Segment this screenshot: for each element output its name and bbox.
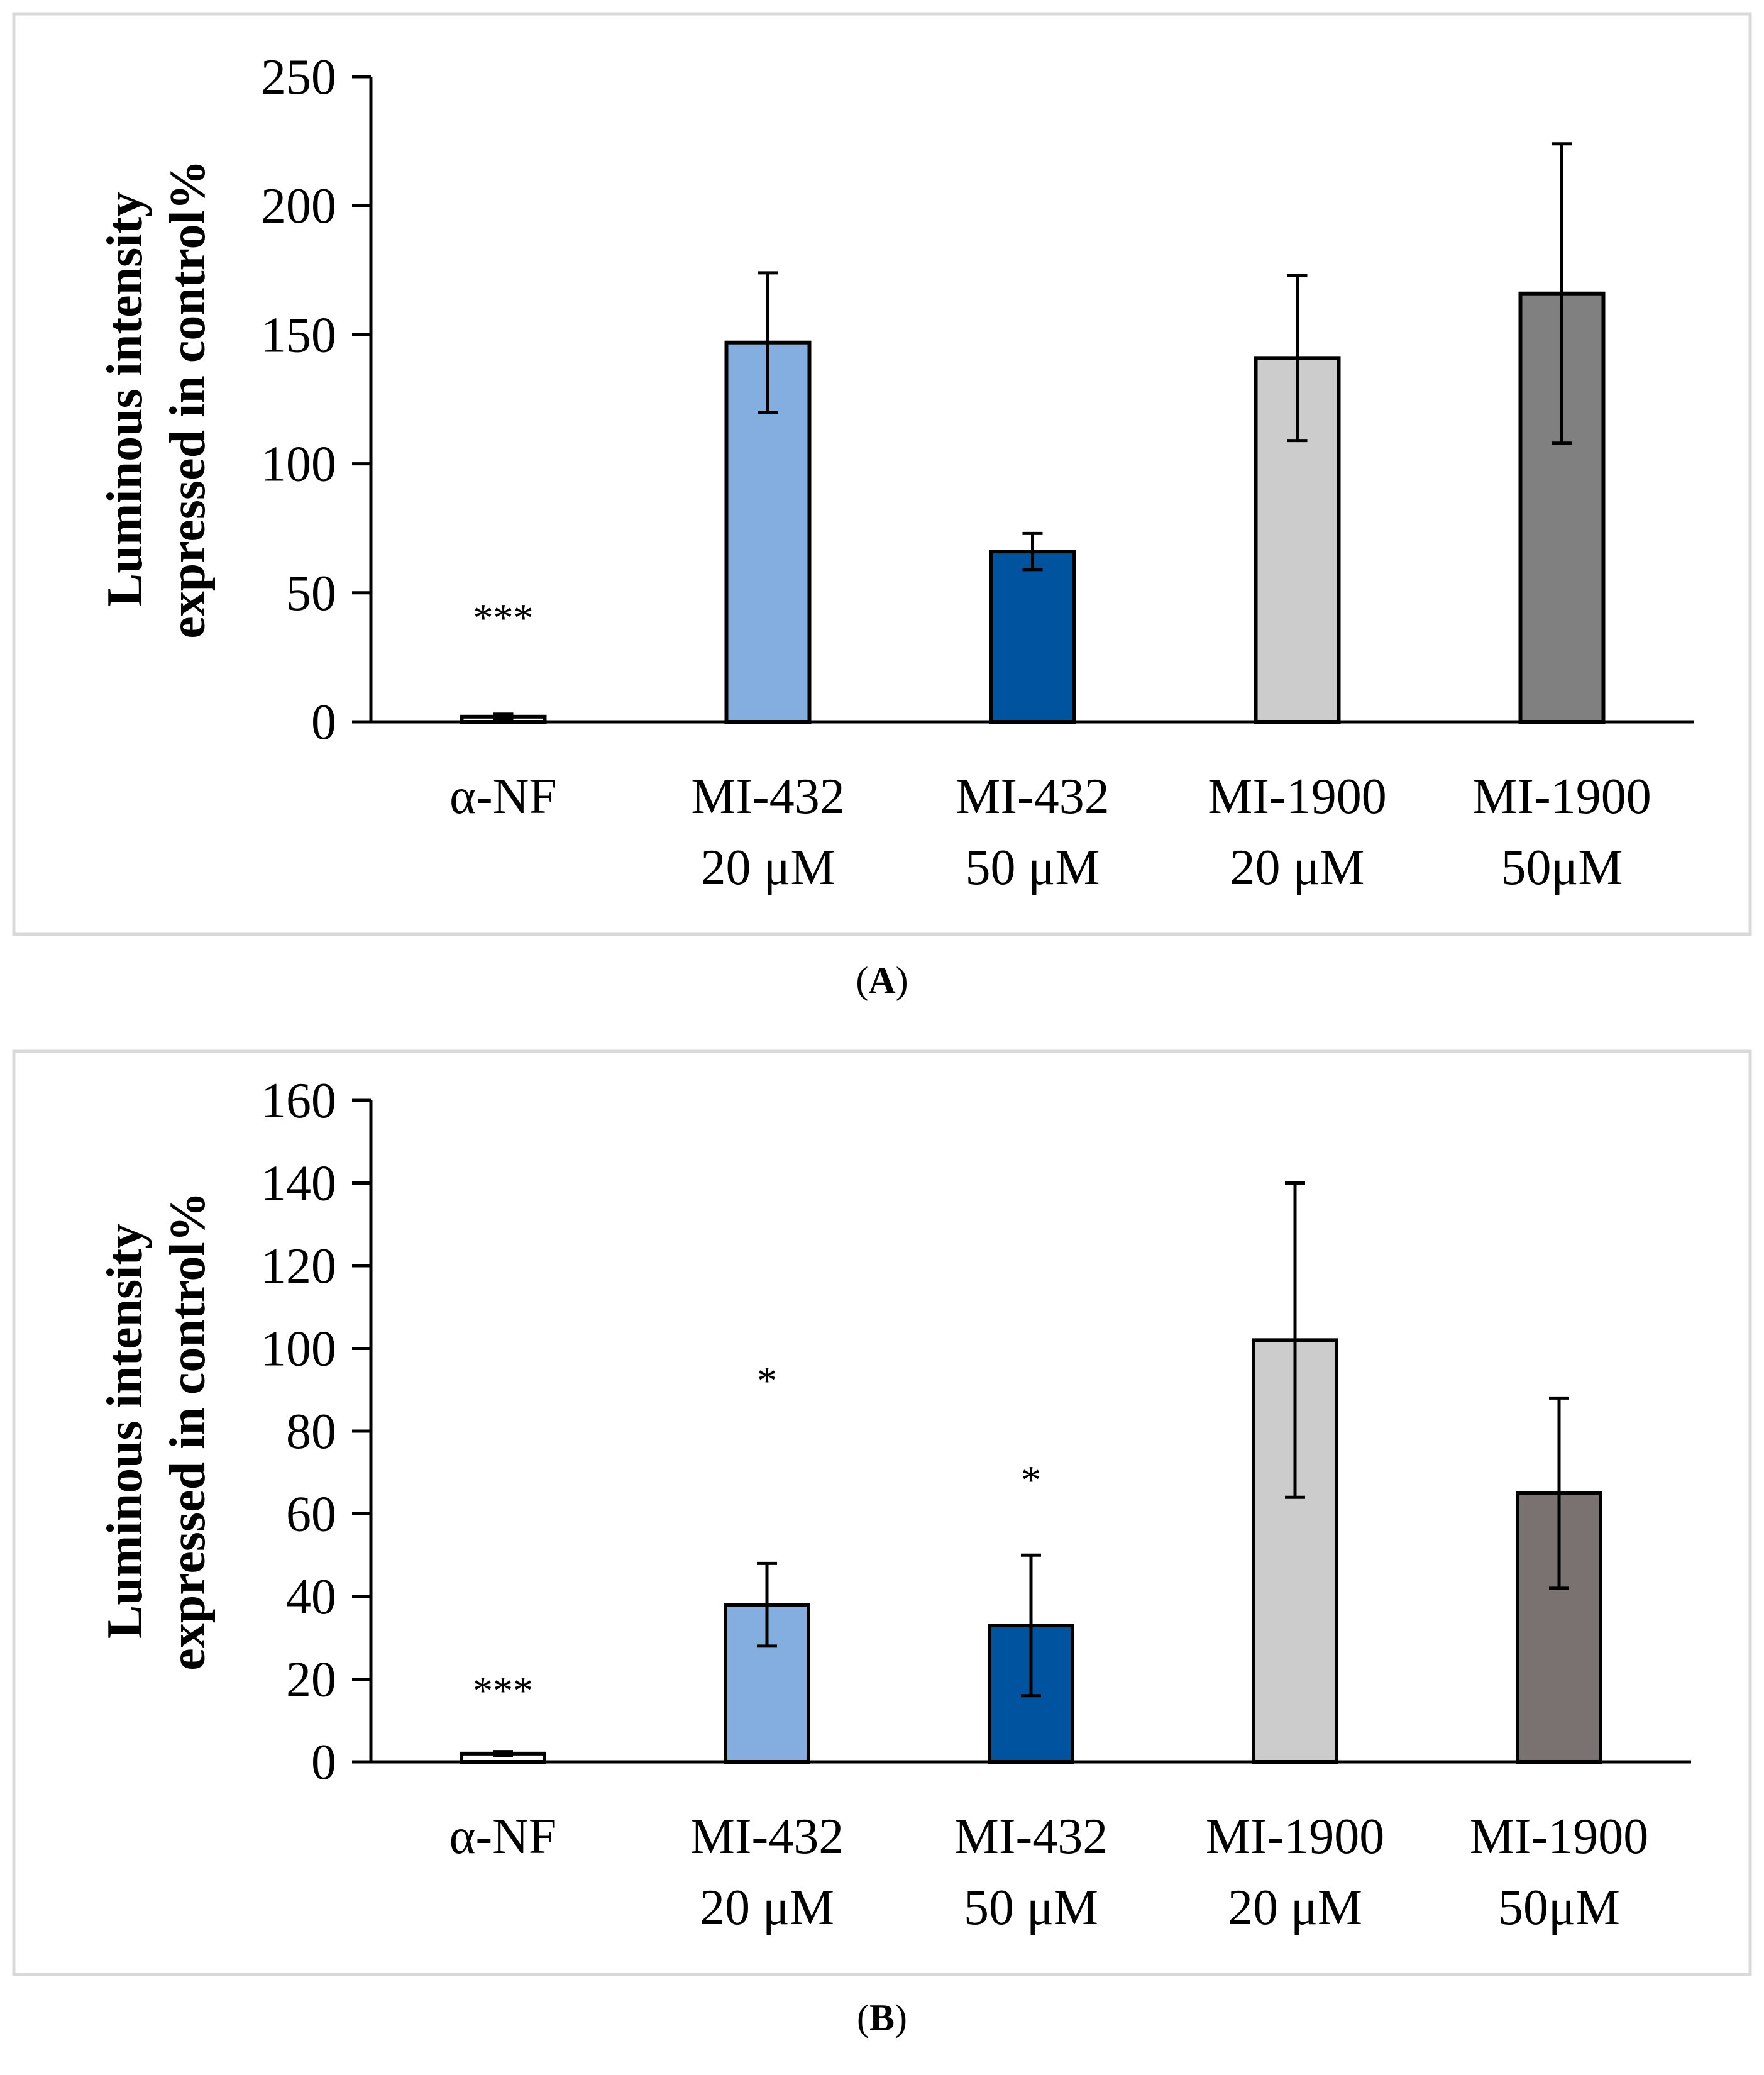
y-tick-label: 0 [311,695,336,750]
category-label-line1: MI-432 [956,769,1109,824]
y-tick-label: 120 [261,1239,336,1294]
chart-panel-a: 0 50 100 150 200 250 Luminous intensity express… [12,12,1752,936]
y-tick-label: 50 [286,566,336,621]
category-label-line2: 50μM [1501,840,1623,895]
category-label-line1: MI-1900 [1470,1809,1648,1864]
bar [724,340,812,724]
bar [989,550,1076,724]
y-tick-label: 250 [261,50,336,105]
y-axis-label-line: Luminous intensity [97,1224,153,1639]
category-label-line1: MI-1900 [1208,769,1386,824]
significance-marker: *** [473,595,534,640]
y-tick-label: 40 [286,1569,336,1625]
y-tick-label: 160 [261,1073,336,1129]
y-axis-label-line: expressed in control% [160,160,216,638]
y-tick-label: 60 [286,1487,336,1542]
category-label-line2: 50 μM [964,1880,1098,1935]
y-axis-label-line: expressed in control% [160,1192,216,1670]
chart-frame [12,1049,1752,1976]
caption-b: (B) [857,1997,907,2039]
category-label-line2: 20 μM [700,1880,834,1935]
y-tick-label: 80 [286,1404,336,1459]
category-label-line2: 20 μM [700,840,835,895]
y-tick-label: 0 [311,1735,336,1790]
category-label-line1: α-NF [449,769,557,824]
y-axis-label-line: Luminous intensity [97,192,153,607]
significance-marker: * [1021,1458,1041,1502]
bar-chart-b: 0 20 40 60 80 100 120 140 160 Luminous intensity e… [12,1049,1752,1976]
y-tick-label: 100 [261,437,336,492]
category-label-line1: α-NF [449,1809,557,1864]
category-label-line2: 20 μM [1230,840,1364,895]
category-label-line2: 50 μM [965,840,1100,895]
category-label-line1: MI-1900 [1206,1809,1384,1864]
category-label-line1: MI-1900 [1472,769,1651,824]
y-tick-label: 140 [261,1156,336,1212]
y-tick-label: 100 [261,1322,336,1377]
significance-marker: *** [473,1668,533,1713]
category-label-line1: MI-432 [691,769,844,824]
bar-chart-a: 0 50 100 150 200 250 Luminous intensity express… [12,12,1752,936]
significance-marker: * [757,1358,777,1403]
chart-panel-b: 0 20 40 60 80 100 120 140 160 Luminous intensity e… [0,1038,1764,2075]
caption-a-letter: A [868,960,896,1001]
category-label-line1: MI-432 [954,1809,1108,1864]
category-label-line2: 20 μM [1228,1880,1362,1935]
y-tick-label: 20 [286,1652,336,1708]
y-tick-label: 150 [261,307,336,363]
chart-frame [12,12,1752,936]
caption-a: (A) [856,960,908,1001]
y-tick-label: 200 [261,179,336,234]
caption-b-letter: B [869,1997,895,2039]
category-label-line1: MI-432 [690,1809,844,1864]
category-label-line2: 50μM [1498,1880,1620,1935]
